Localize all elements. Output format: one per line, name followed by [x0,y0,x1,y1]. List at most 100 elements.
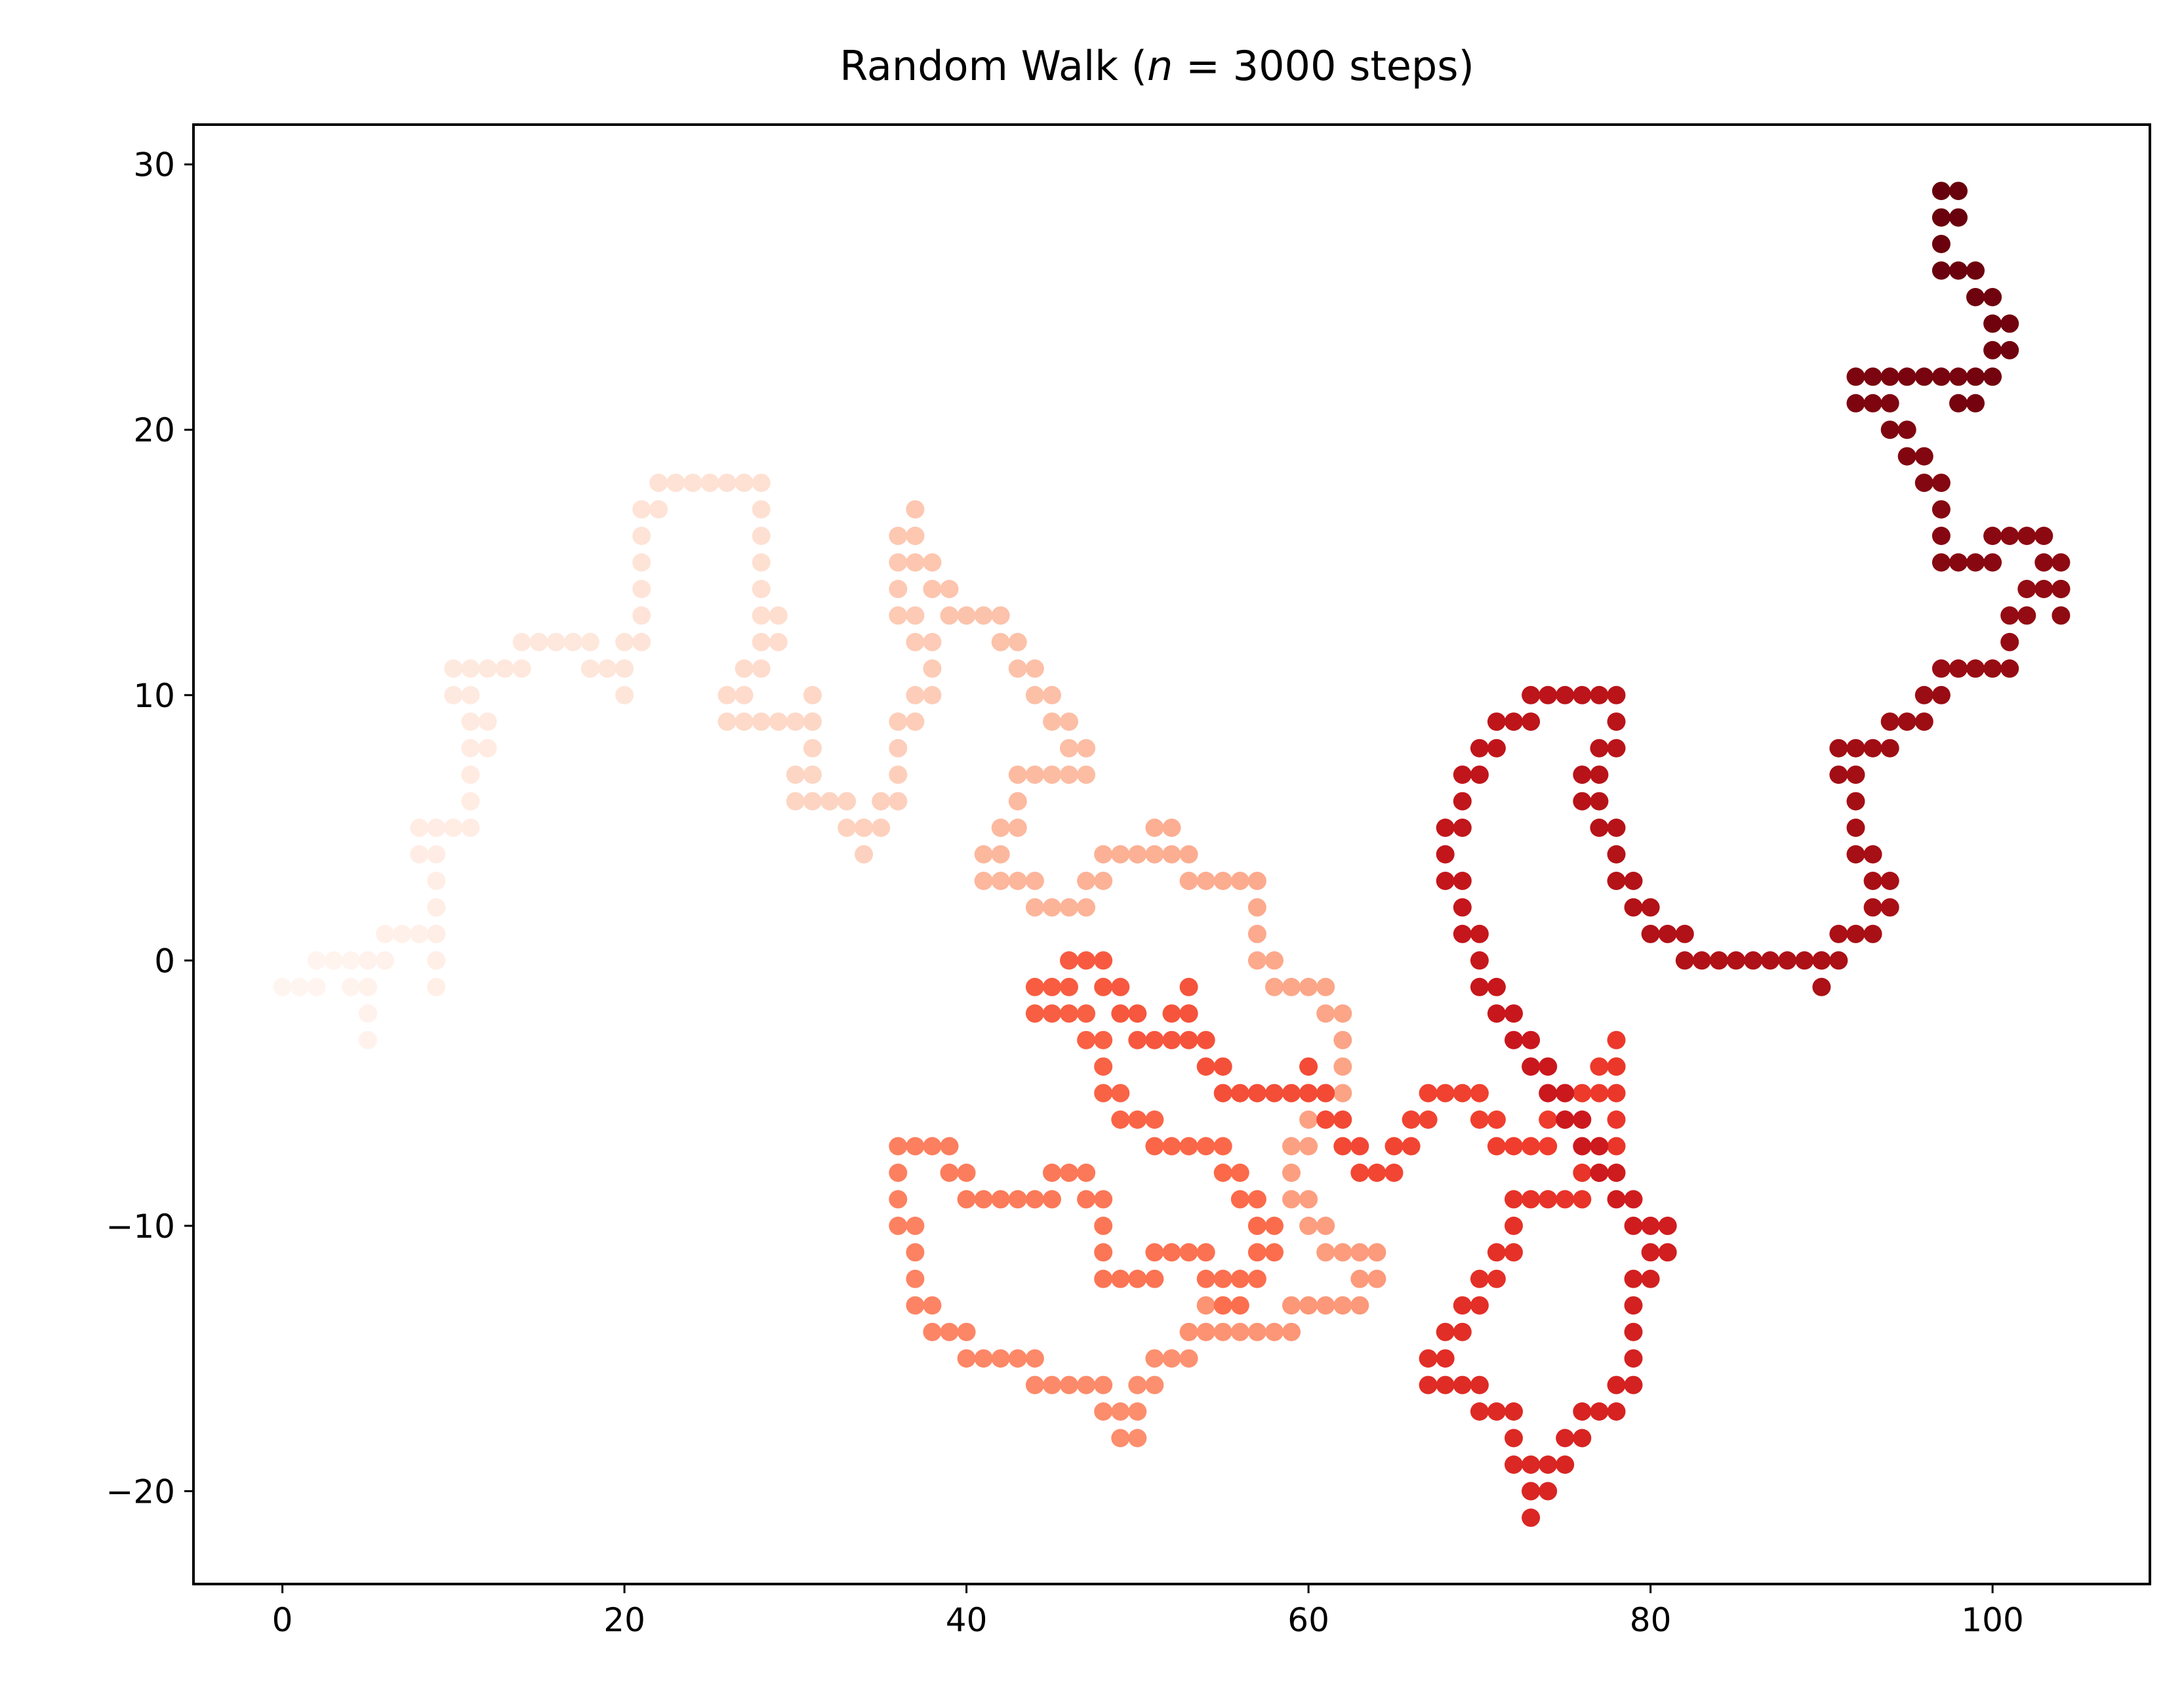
walk-point [752,474,771,493]
walk-point [1573,765,1592,784]
walk-point [1607,685,1626,704]
walk-point [906,500,925,519]
walk-point [1607,1084,1626,1103]
walk-point [889,712,908,731]
walk-point [769,606,788,625]
walk-point [1727,951,1745,970]
walk-point [1333,1004,1352,1023]
walk-point [2017,580,2036,598]
walk-point [1350,1296,1369,1315]
walk-point [1914,474,1933,493]
walk-point [1590,685,1609,704]
walk-point [1060,1164,1078,1182]
walk-point [1077,951,1096,970]
walk-point [735,659,754,678]
walk-point [1333,1137,1352,1156]
walk-point [838,819,857,837]
walk-point [1505,1190,1523,1209]
walk-point [2000,340,2019,359]
walk-point [2052,606,2071,625]
walk-point [427,898,446,917]
walk-point [1060,898,1078,917]
walk-point [1590,1164,1609,1182]
y-tick-label: 0 [154,942,175,980]
walk-point [991,1349,1010,1368]
walk-point [1949,367,1968,386]
walk-point [427,819,446,837]
walk-point [1949,208,1968,227]
walk-point [1880,420,1899,439]
walk-point [1522,1190,1541,1209]
walk-point [1162,819,1181,837]
y-axis: −20 −10 0 10 20 30 [106,146,193,1511]
walk-point [1077,1190,1096,1209]
walk-point [855,819,874,837]
walk-point [906,685,925,704]
walk-point [752,659,771,678]
walk-point [1436,1375,1455,1394]
walk-point [478,739,497,758]
walk-point [1863,872,1882,890]
walk-point [1128,1375,1147,1394]
walk-point [1367,1269,1386,1288]
plot-frame [192,123,2151,1585]
walk-point [889,1164,908,1182]
walk-point [1043,685,1061,704]
walk-point [1043,1190,1061,1209]
walk-point [1658,924,1677,943]
walk-point [1247,1243,1266,1262]
walk-point [2000,314,2019,333]
x-tick-label: 60 [1287,1601,1329,1639]
walk-point [1213,1057,1232,1076]
walk-point [1025,898,1044,917]
walk-point [478,712,497,731]
walk-point [1043,898,1061,917]
walk-point [1436,1084,1455,1103]
walk-point [1983,314,2002,333]
walk-point [1094,1216,1113,1235]
walk-point [923,685,942,704]
walk-point [1025,1349,1044,1368]
walk-point [1539,1057,1558,1076]
walk-point [632,632,651,651]
walk-point [1128,1030,1147,1049]
walk-point [1265,1216,1284,1235]
walk-point [1675,951,1694,970]
walk-point [1573,1190,1592,1209]
walk-point [1077,765,1096,784]
walk-point [1487,1243,1506,1262]
walk-point [1914,447,1933,466]
walk-point [1230,1190,1249,1209]
walk-point [1522,1508,1541,1527]
walk-point [1350,1269,1369,1288]
walk-point [1316,1216,1335,1235]
walk-point [2034,527,2053,545]
walk-point [1179,977,1198,996]
walk-point [1094,1269,1113,1288]
walk-point [1487,1402,1506,1421]
walk-point [1846,367,1865,386]
walk-point [615,632,634,651]
walk-point [1402,1110,1421,1129]
walk-point [632,580,651,598]
walk-point [889,1216,908,1235]
walk-point [1230,1322,1249,1341]
walk-point [1812,951,1831,970]
walk-point [410,819,429,837]
walk-point [1025,659,1044,678]
walk-point [1316,1296,1335,1315]
walk-point [1043,765,1061,784]
walk-point [803,685,822,704]
walk-point [1230,872,1249,890]
walk-point [1419,1110,1438,1129]
walk-point [2034,553,2053,572]
walk-point [1316,1004,1335,1023]
walk-point [1436,1349,1455,1368]
walk-point [1624,1190,1643,1209]
walk-point [1094,977,1113,996]
walk-point [290,977,309,996]
walk-point [786,712,805,731]
walk-point [427,845,446,864]
walk-point [1983,367,2002,386]
walk-point [1128,1269,1147,1288]
